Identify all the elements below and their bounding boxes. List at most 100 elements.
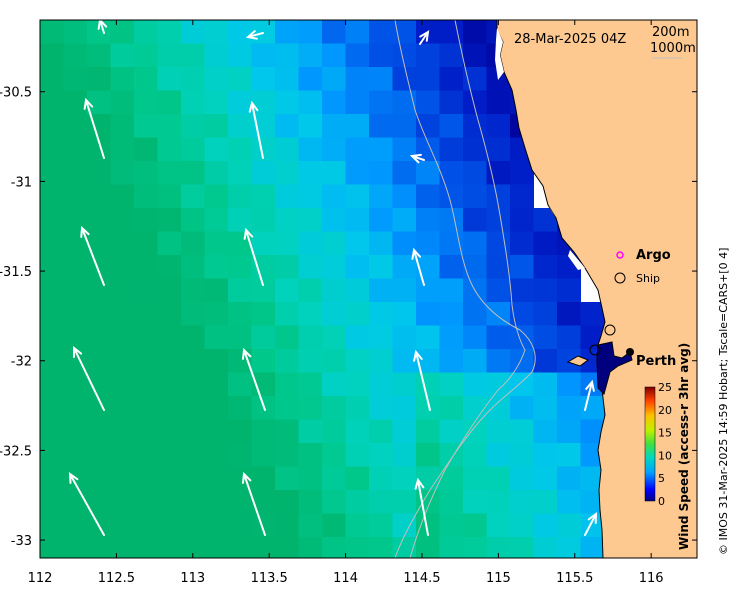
wind-speed-cell [87, 466, 111, 491]
wind-speed-cell [63, 419, 88, 444]
wind-speed-cell [322, 372, 346, 397]
wind-arrow-icon [241, 347, 266, 411]
wind-speed-cell [110, 443, 135, 467]
wind-speed-cell [275, 137, 299, 162]
wind-speed-cell [322, 161, 346, 185]
y-tick-label: -33 [11, 534, 32, 549]
colorbar-ticks: 0 5 10 15 20 25 [658, 381, 672, 508]
wind-speed-cell [157, 255, 182, 279]
wind-speed-cell [204, 325, 229, 350]
x-tick-label: 113 [180, 571, 205, 586]
wind-speed-cell [439, 137, 464, 162]
wind-speed-cell [157, 325, 182, 350]
wind-speed-cell [463, 396, 487, 420]
wind-speed-cell [345, 114, 370, 138]
wind-speed-cell [369, 231, 393, 256]
wind-speed-cell [228, 419, 252, 444]
wind-speed-cell [204, 114, 229, 138]
wind-speed-cell [486, 372, 511, 397]
wind-speed-cell [392, 43, 417, 68]
wind-speed-cell [63, 325, 88, 350]
wind-speed-cell [463, 137, 487, 162]
wind-speed-cell [369, 43, 393, 68]
wind-speed-cell [87, 278, 111, 303]
ship-position-icon-2 [589, 344, 601, 356]
contour-label-1000m: 1000m [650, 41, 696, 56]
wind-speed-cell [416, 278, 440, 303]
y-axis: -30.5 -31 -31.5 -32 -32.5 -33 [0, 86, 697, 549]
wind-speed-cell [40, 466, 64, 491]
wind-speed-cell [298, 490, 323, 514]
wind-speed-cell [345, 396, 370, 420]
wind-speed-cell [298, 208, 323, 232]
wind-speed-cell [486, 490, 511, 514]
wind-speed-cell [345, 537, 370, 558]
plot-frame [39, 19, 698, 559]
wind-speed-cell [157, 490, 182, 514]
wind-speed-cell [463, 161, 487, 185]
wind-speed-cell [439, 255, 464, 279]
wind-speed-cell [322, 490, 346, 514]
wind-speed-cell [40, 396, 64, 420]
wind-speed-cell [275, 325, 299, 350]
wind-speed-cell [416, 184, 440, 209]
wind-speed-cell [557, 419, 581, 444]
wind-speed-cell [87, 161, 111, 185]
wind-speed-cell [533, 255, 558, 279]
wind-speed-cell [486, 231, 511, 256]
wind-speed-cell [486, 419, 511, 444]
wind-speed-cell [322, 302, 346, 326]
wind-speed-cell [416, 419, 440, 444]
wind-speed-cell [463, 443, 487, 467]
wind-speed-cell [157, 513, 182, 538]
wind-speed-cell [510, 325, 534, 350]
wind-speed-cell [110, 161, 135, 185]
wind-speed-cell [63, 114, 88, 138]
wind-speed-cell [275, 396, 299, 420]
wind-speed-cell [157, 302, 182, 326]
wind-speed-cell [298, 466, 323, 491]
wind-speed-cell [181, 208, 205, 232]
wind-speed-cell [87, 67, 111, 91]
wind-speed-cell [134, 443, 158, 467]
wind-speed-cell [228, 43, 252, 68]
wind-speed-cell [392, 396, 417, 420]
wind-speed-cell [416, 325, 440, 350]
wind-speed-cell [345, 372, 370, 397]
wind-speed-cell [40, 490, 64, 514]
wind-speed-cell [251, 325, 276, 350]
wind-speed-cell [87, 255, 111, 279]
wind-speed-cell [40, 184, 64, 209]
wind-speed-cell [228, 90, 252, 115]
wind-speed-cell [275, 302, 299, 326]
wind-speed-cell [275, 466, 299, 491]
wind-speed-cell [275, 67, 299, 91]
wind-speed-cell [510, 396, 534, 420]
wind-speed-cell [557, 325, 581, 350]
city-marker-icon [626, 348, 634, 356]
wind-speed-cell [463, 490, 487, 514]
colorbar-title: Wind Speed (access-r 3hr avg) [677, 343, 691, 550]
wind-speed-cell [251, 208, 276, 232]
wind-speed-cell [181, 278, 205, 303]
wind-speed-cell [510, 349, 534, 373]
wind-speed-cell [392, 184, 417, 209]
x-tick-label: 112 [28, 571, 53, 586]
wind-speed-cell [204, 349, 229, 373]
wind-speed-cell [204, 490, 229, 514]
wind-speed-cell [63, 302, 88, 326]
wind-speed-cell [463, 184, 487, 209]
wind-speed-cell [392, 67, 417, 91]
wind-speed-cell [345, 184, 370, 209]
wind-speed-cell [134, 255, 158, 279]
wind-speed-cell [87, 349, 111, 373]
wind-speed-cell [345, 231, 370, 256]
wind-speed-cell [298, 67, 323, 91]
wind-speed-cell [439, 90, 464, 115]
wind-speed-cell [63, 20, 88, 44]
wind-speed-cell [322, 43, 346, 68]
wind-speed-cell [110, 419, 135, 444]
wind-speed-cell [228, 137, 252, 162]
wind-speed-cell [416, 302, 440, 326]
